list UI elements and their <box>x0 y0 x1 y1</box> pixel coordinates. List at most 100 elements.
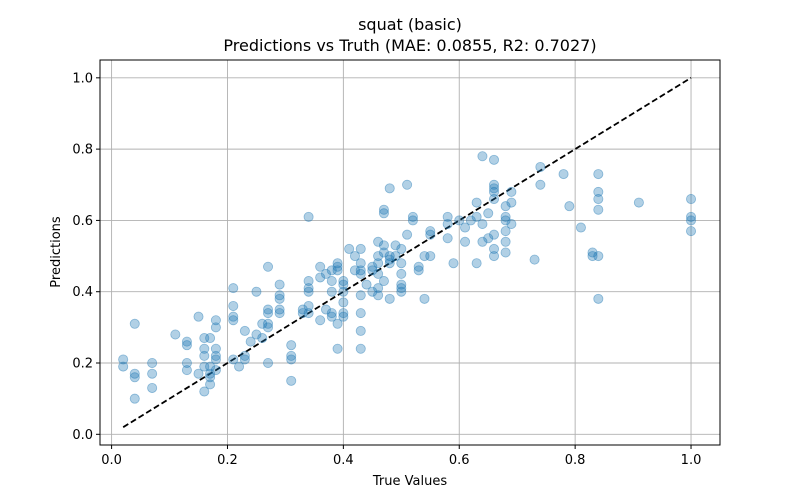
data-point <box>378 247 389 258</box>
data-point <box>489 154 500 165</box>
data-point <box>210 354 221 365</box>
data-point <box>500 236 511 247</box>
data-point <box>373 258 384 269</box>
data-point <box>402 179 413 190</box>
data-point <box>251 329 262 340</box>
data-point <box>332 318 343 329</box>
grid <box>100 60 720 445</box>
data-point <box>378 276 389 287</box>
data-point <box>367 286 378 297</box>
data-point <box>315 261 326 272</box>
data-point <box>355 308 366 319</box>
data-point <box>489 251 500 262</box>
data-point <box>373 290 384 301</box>
chart-subtitle: Predictions vs Truth (MAE: 0.0855, R2: 0… <box>223 36 596 55</box>
y-tick-label: 0.8 <box>72 143 93 158</box>
data-point <box>471 211 482 222</box>
data-point <box>448 258 459 269</box>
data-point <box>425 226 436 237</box>
data-point <box>633 197 644 208</box>
data-point <box>529 254 540 265</box>
data-point <box>407 215 418 226</box>
data-point <box>147 358 158 369</box>
data-point <box>489 229 500 240</box>
y-axis-label: Predictions <box>49 216 64 288</box>
data-point <box>338 311 349 322</box>
data-points <box>118 151 697 404</box>
data-point <box>471 258 482 269</box>
data-point <box>129 393 140 404</box>
data-point <box>373 251 384 262</box>
data-point <box>396 283 407 294</box>
data-point <box>587 251 598 262</box>
data-point <box>326 308 337 319</box>
y-tick-label: 0.6 <box>72 214 93 229</box>
data-point <box>367 265 378 276</box>
data-point <box>535 179 546 190</box>
data-point <box>118 361 129 372</box>
data-point <box>286 375 297 386</box>
data-point <box>419 293 430 304</box>
data-point <box>593 186 604 197</box>
data-point <box>442 233 453 244</box>
data-point <box>355 343 366 354</box>
data-point <box>193 368 204 379</box>
data-point <box>263 358 274 369</box>
data-point <box>303 286 314 297</box>
data-point <box>286 354 297 365</box>
data-point <box>326 276 337 287</box>
data-point <box>361 279 372 290</box>
data-point <box>332 265 343 276</box>
data-point <box>199 361 210 372</box>
data-point <box>593 169 604 180</box>
data-point <box>413 261 424 272</box>
data-point <box>303 211 314 222</box>
data-point <box>407 211 418 222</box>
data-point <box>239 350 250 361</box>
data-point <box>315 272 326 283</box>
data-point <box>338 286 349 297</box>
data-point <box>129 318 140 329</box>
reference-line-group <box>122 77 692 428</box>
data-point <box>442 218 453 229</box>
data-point <box>338 297 349 308</box>
data-point <box>686 211 697 222</box>
data-point <box>205 379 216 390</box>
x-axis-label: True Values <box>372 474 447 489</box>
data-point <box>367 261 378 272</box>
data-point <box>274 308 285 319</box>
data-point <box>332 261 343 272</box>
data-point <box>477 236 488 247</box>
data-point <box>147 382 158 393</box>
data-point <box>228 311 239 322</box>
data-point <box>378 204 389 215</box>
data-point <box>263 308 274 319</box>
data-point <box>378 208 389 219</box>
data-point <box>147 368 158 379</box>
data-point <box>454 215 465 226</box>
data-point <box>373 236 384 247</box>
data-point <box>506 218 517 229</box>
data-point <box>402 229 413 240</box>
data-point <box>349 251 360 262</box>
data-point <box>210 365 221 376</box>
x-tick-label: 0.8 <box>565 453 586 468</box>
data-point <box>274 304 285 315</box>
data-point <box>471 197 482 208</box>
data-point <box>558 169 569 180</box>
data-point <box>390 240 401 251</box>
data-point <box>193 311 204 322</box>
data-point <box>320 304 331 315</box>
data-point <box>286 340 297 351</box>
data-point <box>500 226 511 237</box>
data-point <box>210 350 221 361</box>
data-point <box>489 194 500 205</box>
data-point <box>344 243 355 254</box>
data-point <box>274 293 285 304</box>
x-tick-label: 1.0 <box>681 453 702 468</box>
data-point <box>332 343 343 354</box>
data-point <box>355 325 366 336</box>
data-point <box>332 258 343 269</box>
